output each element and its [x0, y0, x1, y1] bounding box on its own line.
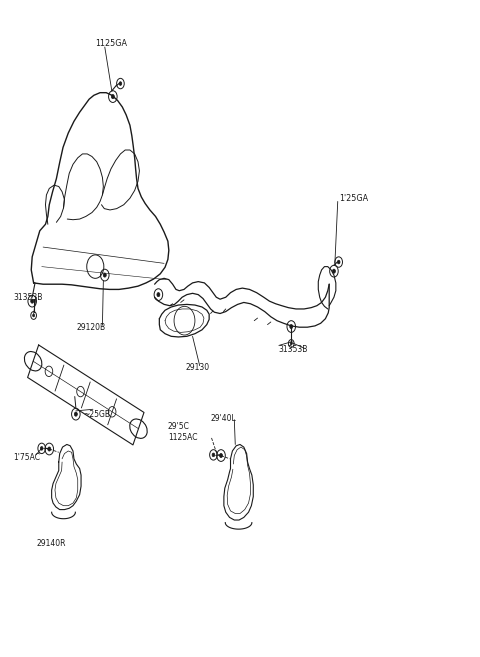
Text: 31353B: 31353B	[13, 293, 43, 302]
Circle shape	[337, 260, 340, 264]
Text: 29120B: 29120B	[76, 323, 106, 332]
Circle shape	[33, 314, 35, 317]
Circle shape	[103, 273, 106, 277]
Text: 1125AC: 1125AC	[168, 434, 197, 442]
Circle shape	[290, 342, 292, 345]
Text: 29130: 29130	[186, 363, 210, 372]
Circle shape	[219, 453, 223, 457]
Circle shape	[111, 95, 114, 99]
Circle shape	[74, 412, 77, 416]
Text: 29'40L: 29'40L	[211, 414, 236, 423]
Text: 31353B: 31353B	[279, 345, 308, 354]
Text: 1'75AC: 1'75AC	[13, 453, 40, 462]
Circle shape	[119, 81, 122, 85]
Circle shape	[157, 292, 160, 297]
Text: 1'25GA: 1'25GA	[339, 194, 368, 203]
Circle shape	[40, 447, 43, 450]
Circle shape	[31, 299, 34, 303]
Circle shape	[48, 447, 51, 451]
Text: 29140R: 29140R	[37, 539, 66, 548]
Text: 29'5C: 29'5C	[168, 422, 190, 431]
Circle shape	[290, 325, 293, 328]
Text: ~25GB: ~25GB	[84, 410, 110, 419]
Text: 1125GA: 1125GA	[96, 39, 127, 48]
Circle shape	[333, 269, 336, 273]
Circle shape	[212, 453, 215, 457]
